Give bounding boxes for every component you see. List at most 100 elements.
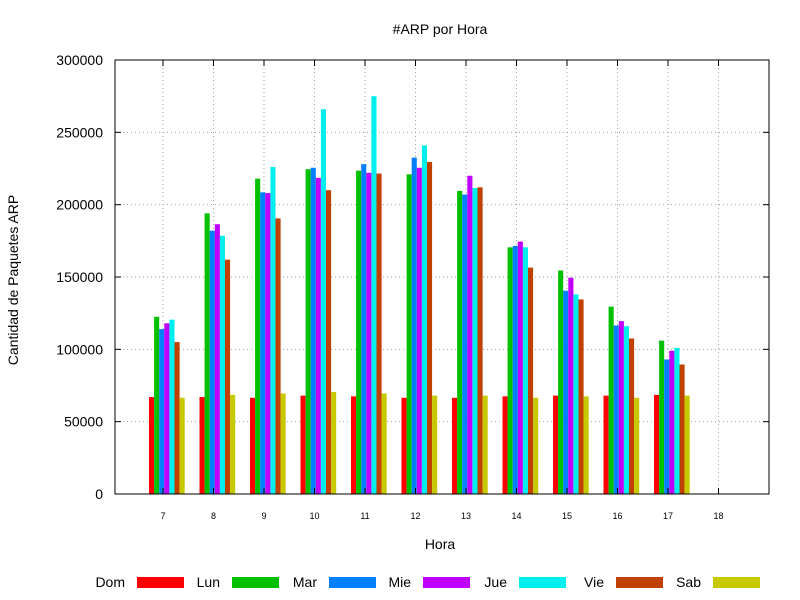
- legend-swatch-mar: [329, 577, 376, 588]
- x-tick-label: 13: [461, 511, 471, 521]
- y-tick-label: 150000: [56, 269, 103, 285]
- bar-mar-9: [260, 192, 266, 494]
- bar-sab-16: [634, 397, 640, 494]
- legend-label-mie: Mie: [388, 574, 411, 590]
- bar-mar-14: [512, 245, 518, 494]
- bar-sab-11: [381, 393, 387, 494]
- bar-dom-9: [250, 397, 256, 494]
- y-axis-label: Cantidad de Paquetes ARP: [5, 195, 21, 365]
- bar-sab-10: [331, 392, 337, 494]
- bar-sab-14: [533, 397, 539, 494]
- bar-lun-14: [507, 247, 513, 494]
- bar-mie-8: [214, 224, 220, 494]
- bar-dom-12: [401, 397, 407, 494]
- bar-dom-14: [502, 396, 508, 494]
- legend-swatch-lun: [232, 577, 279, 588]
- x-tick-label: 7: [160, 511, 165, 521]
- bar-jue-8: [219, 235, 225, 494]
- bar-dom-10: [300, 395, 306, 494]
- bar-lun-17: [659, 340, 665, 494]
- bar-vie-13: [477, 187, 483, 494]
- legend-label-lun: Lun: [197, 574, 220, 590]
- legend-label-sab: Sab: [676, 574, 701, 590]
- bar-mar-8: [209, 230, 215, 494]
- bar-lun-15: [558, 270, 564, 494]
- y-ticks: 0 50000 100000 150000 200000 250000 300000: [56, 52, 769, 502]
- bar-mie-9: [265, 193, 271, 494]
- bar-mar-17: [664, 359, 670, 494]
- bar-mar-11: [361, 164, 367, 494]
- bar-lun-13: [457, 190, 463, 495]
- x-ticks: 7 8 9 10 11 12 13 14 15 16 17 18: [160, 60, 724, 521]
- y-tick-label: 250000: [56, 124, 103, 140]
- legend-swatch-dom: [137, 577, 184, 588]
- legend-label-jue: Jue: [484, 574, 507, 590]
- bar-vie-8: [225, 259, 231, 494]
- bar-jue-7: [169, 319, 175, 494]
- bar-mie-11: [366, 172, 372, 494]
- y-tick-label: 300000: [56, 52, 103, 68]
- legend-swatch-sab: [713, 577, 760, 588]
- bar-jue-9: [270, 167, 276, 495]
- bar-lun-12: [406, 174, 412, 495]
- bar-mie-14: [517, 241, 523, 494]
- x-tick-label: 16: [612, 511, 622, 521]
- bar-mar-13: [462, 194, 468, 495]
- bar-sab-12: [432, 395, 438, 494]
- bar-lun-8: [204, 213, 210, 494]
- bar-jue-12: [421, 145, 427, 494]
- x-tick-label: 10: [309, 511, 319, 521]
- bar-jue-15: [573, 294, 579, 494]
- bar-jue-17: [674, 347, 680, 494]
- bar-mie-16: [618, 321, 624, 494]
- legend-label-vie: Vie: [584, 574, 604, 590]
- bar-mar-10: [310, 167, 316, 494]
- legend: Dom Lun Mar Mie Jue Vie Sab: [95, 574, 760, 590]
- bar-sab-8: [230, 394, 236, 494]
- bar-vie-15: [578, 299, 584, 494]
- bar-mie-10: [315, 177, 321, 494]
- bar-dom-13: [452, 397, 458, 494]
- bar-vie-11: [376, 173, 382, 494]
- bar-dom-16: [603, 395, 609, 494]
- bar-lun-11: [356, 170, 362, 495]
- bar-mie-13: [467, 175, 473, 495]
- bar-sab-13: [482, 395, 488, 494]
- bar-vie-7: [174, 342, 180, 494]
- y-tick-label: 0: [95, 486, 103, 502]
- bar-dom-8: [199, 397, 205, 494]
- x-tick-label: 17: [663, 511, 673, 521]
- bar-mie-12: [416, 167, 422, 494]
- x-tick-label: 11: [360, 511, 369, 521]
- bars: [149, 96, 690, 495]
- y-tick-label: 200000: [56, 197, 103, 213]
- chart-title: #ARP por Hora: [393, 21, 488, 37]
- bar-lun-9: [255, 178, 261, 494]
- bar-jue-11: [371, 96, 377, 495]
- legend-swatch-mie: [423, 577, 470, 588]
- bar-mie-7: [164, 323, 170, 494]
- bar-vie-12: [427, 161, 433, 495]
- x-tick-label: 15: [562, 511, 572, 521]
- bar-vie-17: [679, 364, 685, 494]
- bar-sab-17: [684, 395, 690, 494]
- y-tick-label: 50000: [64, 414, 103, 430]
- x-tick-label: 18: [713, 511, 723, 521]
- bar-mie-15: [568, 277, 574, 494]
- bar-lun-10: [305, 169, 311, 494]
- bar-mar-15: [563, 290, 569, 494]
- y-tick-label: 100000: [56, 341, 103, 357]
- bar-vie-10: [326, 190, 332, 494]
- bar-lun-7: [154, 316, 160, 494]
- bar-vie-14: [528, 267, 534, 494]
- bar-dom-7: [149, 397, 155, 494]
- bar-vie-9: [275, 218, 281, 494]
- bar-jue-16: [623, 326, 629, 494]
- bar-dom-15: [553, 395, 559, 494]
- bar-lun-16: [608, 306, 614, 494]
- bar-sab-7: [179, 397, 185, 494]
- legend-label-dom: Dom: [95, 574, 125, 590]
- bar-mar-12: [411, 157, 417, 494]
- legend-swatch-vie: [616, 577, 663, 588]
